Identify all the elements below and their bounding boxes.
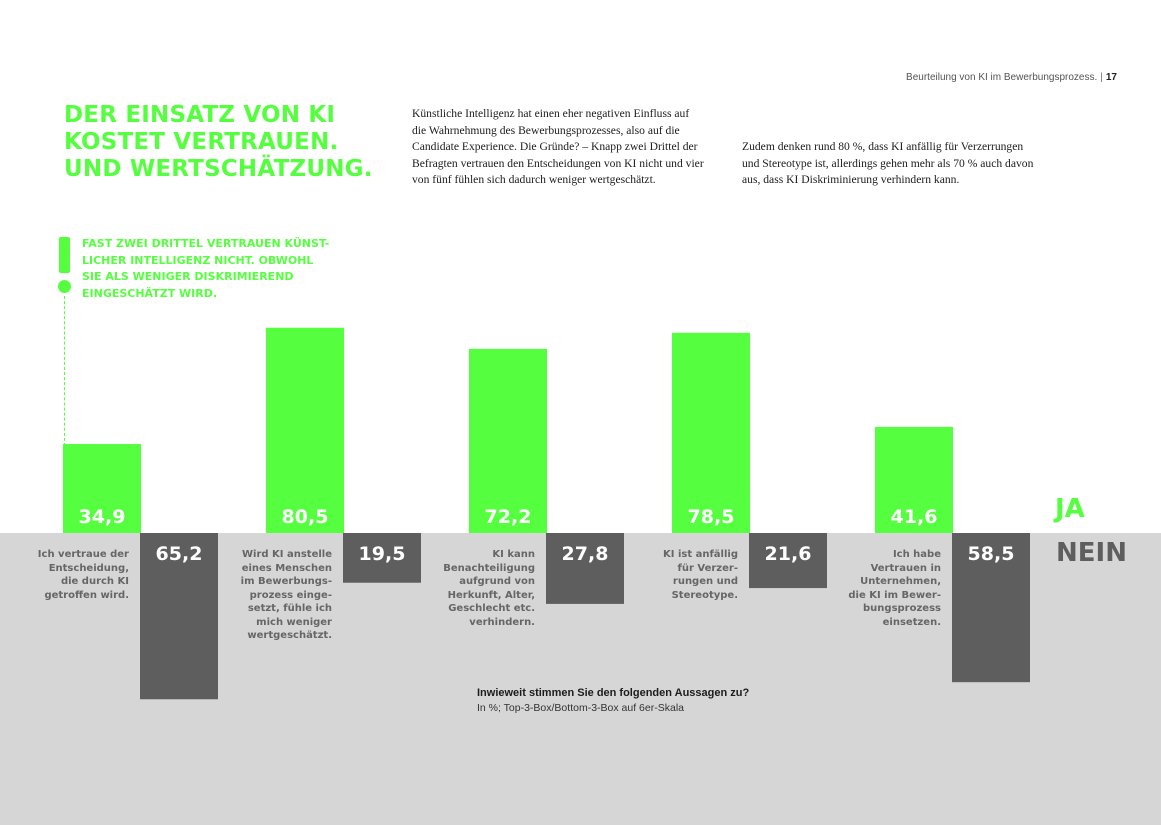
scale-note: In %; Top-3-Box/Bottom-3-Box auf 6er-Ska… [477,702,684,714]
callout-leader-line [64,296,65,446]
headline-line: DER EINSATZ VON KI [64,102,336,128]
category-label-line: aufgrund von [459,576,535,587]
intro-line: Candidate Experience. Die Gründe? – Knap… [412,140,698,153]
callout-text: FAST ZWEI DRITTEL VERTRAUEN KÜNST- LICHE… [82,236,342,302]
category-label-line: mich weniger [256,616,332,628]
intro-line: von fünf fühlen sich dadurch weniger wer… [412,173,656,186]
bar-ja-value: 34,9 [79,506,126,528]
bar-ja [672,332,750,533]
bar-ja-value: 80,5 [282,506,329,528]
separator: | [1100,72,1103,83]
bar-ja-value: 78,5 [688,506,735,528]
intro-line: und Stereotype ist, allerdings gehen meh… [742,156,1034,170]
category-label-line: im Bewerbungs- [240,576,332,587]
callout-line: SIE ALS WENIGER DISKRIMIEREND [82,270,294,283]
category-label: KI ist anfällig für Verzer-rungen und Ster… [618,548,738,602]
intro-line: Zudem denken rund 80 %, dass KI anfällig… [742,140,1024,153]
bar-ja-value: 72,2 [485,506,532,528]
bar-ja-value: 41,6 [891,506,938,528]
intro-paragraph-1: Künstliche Intelligenz hat einen eher ne… [412,106,704,189]
exclamation-dot [58,280,71,293]
category-label-line: Stereotype. [671,589,738,601]
category-label-line: Entscheidung, [48,562,129,574]
category-label-line: rungen und [672,576,738,587]
category-label: Wird KI anstelle eines Menschen im Bewerbu… [212,548,332,643]
bar-nein-value: 19,5 [359,543,406,565]
legend-nein: NEIN [1056,538,1127,568]
category-label: KI kann Benachteiligung aufgrund von Herkun… [415,548,535,629]
intro-line: die Wahrnehmung des Bewerbungsprozesses,… [412,123,680,137]
bar-nein-value: 27,8 [562,543,609,565]
intro-line: Künstliche Intelligenz hat einen eher ne… [412,107,690,120]
category-label-line: Unternehmen, [860,576,941,587]
category-label-line: KI ist anfällig [663,549,738,560]
bar-nein [749,533,827,589]
category-label-line: Ich habe [892,549,941,560]
bar-ja [875,426,953,533]
category-label-line: setzt, fühle ich [247,603,332,614]
exclamation-icon [59,237,70,273]
category-label-line: eines Menschen [241,562,332,574]
category-label-line: die durch KI [60,576,129,587]
headline-line: UND WERTSCHÄTZUNG. [64,156,373,182]
running-head: Beurteilung von KI im Bewerbungsprozess.… [906,72,1117,83]
intro-line: Befragten vertrauen den Entscheidungen v… [412,156,704,170]
category-label-line: einsetzen. [882,616,941,628]
category-label-line: die KI im Bewer- [848,589,941,601]
category-label-line: wertgeschätzt. [247,630,332,641]
bar-nein [343,533,421,583]
category-label-line: Herkunft, Alter, [447,589,535,601]
bar-ja [266,327,344,533]
category-label-line: verhindern. [469,616,535,628]
category-label: Ich vertraue der Entscheidung, die durch K… [9,548,129,602]
bar-nein-value: 21,6 [765,543,812,565]
intro-paragraph-2: Zudem denken rund 80 %, dass KI anfällig… [742,139,1033,189]
page-number: 17 [1105,72,1117,83]
callout-line: FAST ZWEI DRITTEL VERTRAUEN KÜNST- [82,237,330,250]
bar-nein-value: 58,5 [968,543,1015,565]
callout-line: LICHER INTELLIGENZ NICHT. OBWOHL [82,253,314,267]
bar-ja [63,444,141,533]
intro-line: aus, dass KI Diskriminierung verhindern … [742,173,960,186]
survey-question: Inwieweit stimmen Sie den folgenden Auss… [477,687,750,699]
headline: DER EINSATZ VON KI KOSTET VERTRAUEN. UND… [64,102,394,183]
category-label: Ich habe Vertrauen in Unternehmen, die KI i… [821,548,941,629]
category-label-line: bungsprozess [863,603,941,614]
section-title: Beurteilung von KI im Bewerbungsprozess. [906,72,1098,83]
bar-nein-value: 65,2 [156,543,203,565]
category-label-line: Geschlecht etc. [448,603,535,614]
category-label-line: Benachteiligung [443,562,535,574]
callout-line: EINGESCHÄTZT WIRD. [82,286,218,300]
bar-nein [140,533,218,700]
category-label-line: Wird KI anstelle [242,549,332,560]
bar-nein [952,533,1030,683]
bar-nein [546,533,624,604]
category-label-line: prozess einge- [249,589,332,601]
category-label-line: Ich vertraue der [37,549,129,560]
category-label-line: Vertrauen in [870,562,941,574]
headline-line: KOSTET VERTRAUEN. [64,129,339,155]
category-label-line: getroffen wird. [44,589,129,601]
category-label-line: KI kann [492,549,535,560]
legend-ja: JA [1055,494,1085,524]
category-label-line: für Verzer- [677,562,738,574]
bar-ja [469,348,547,533]
